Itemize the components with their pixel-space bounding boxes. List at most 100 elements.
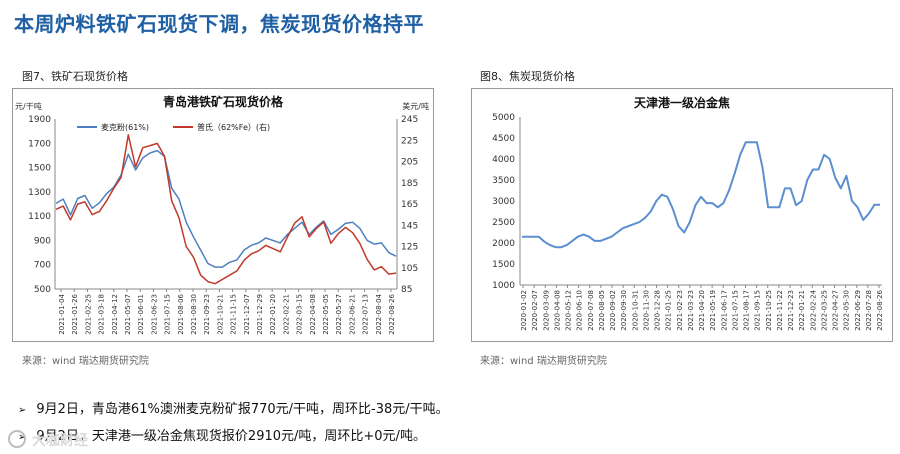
- x-tick-label: 2021-09-23: [203, 294, 211, 335]
- x-tick-label: 2021-10-25: [765, 290, 773, 331]
- x-tick-label: 2022-02-24: [809, 289, 817, 330]
- y-tick-label: 4500: [492, 134, 515, 144]
- x-tick-label: 2021-01-25: [665, 290, 673, 331]
- x-tick-label: 2022-06-21: [348, 294, 356, 335]
- x-tick-label: 2021-05-07: [124, 294, 132, 335]
- figure-8-label: 图8、焦炭现货价格: [480, 70, 575, 83]
- y-tick-label: 1000: [492, 281, 515, 291]
- y-tick-label: 3500: [492, 176, 515, 186]
- figure-7-label: 图7、铁矿石现货价格: [22, 70, 128, 83]
- y-right-tick-label: 185: [401, 179, 418, 189]
- x-tick-label: 2022-05-30: [843, 290, 851, 331]
- y-tick-label: 3000: [492, 197, 515, 207]
- x-tick-label: 2021-02-25: [84, 294, 92, 335]
- x-tick-label: 2022-06-29: [854, 290, 862, 331]
- x-tick-label: 2020-05-12: [565, 290, 573, 331]
- x-tick-label: 2021-07-15: [731, 290, 739, 331]
- x-tick-label: 2021-12-23: [787, 290, 795, 331]
- chart-title: 青岛港铁矿石现货价格: [163, 94, 284, 109]
- x-tick-label: 2020-09-02: [609, 290, 617, 331]
- x-tick-label: 2021-03-18: [98, 294, 106, 335]
- y-right-tick-label: 205: [401, 158, 418, 168]
- x-tick-label: 2020-11-30: [642, 290, 650, 331]
- x-tick-label: 2021-01-26: [71, 293, 79, 334]
- x-tick-label: 2021-07-15: [164, 294, 172, 335]
- x-tick-label: 2021-04-20: [698, 290, 706, 331]
- x-tick-label: 2021-11-22: [776, 290, 784, 331]
- x-tick-label: 2022-04-27: [832, 290, 840, 331]
- right-axis-unit: 美元/吨: [402, 101, 429, 111]
- coke-chart-panel: 天津港一级冶金焦 1000 1500 2000 2500 3000 3500 4000 4500…: [471, 88, 893, 342]
- series-line-mac-fines: [55, 149, 397, 268]
- y-left-tick-label: 1500: [28, 164, 51, 174]
- y-left-tick-label: 900: [34, 236, 51, 246]
- x-tick-label: 2021-02-23: [676, 290, 684, 331]
- x-tick-label: 2021-08-30: [190, 294, 198, 335]
- x-tick-label: 2022-07-28: [865, 290, 873, 331]
- x-tick-label: 2020-07-08: [587, 290, 595, 331]
- bullet-arrow-icon: ➢: [18, 432, 27, 443]
- y-tick-label: 4000: [492, 155, 515, 165]
- x-tick-label: 2021-10-21: [216, 294, 224, 335]
- x-tick-label: 2020-10-31: [631, 290, 639, 331]
- x-tick-label: 2022-08-26: [876, 289, 884, 330]
- y-left-tick-label: 500: [34, 285, 51, 295]
- x-tick-label: 2020-12-28: [654, 290, 662, 331]
- x-tick-label: 2022-08-04: [375, 293, 383, 334]
- x-tick-label: 2022-01-21: [798, 290, 806, 331]
- x-tick-label: 2021-08-17: [743, 290, 751, 331]
- series-line-coke: [522, 141, 880, 249]
- iron-ore-chart-panel: 青岛港铁矿石现货价格 元/干吨 美元/吨 500 700 900 1100 1300 1500 1…: [12, 88, 434, 342]
- y-left-tick-label: 1100: [28, 212, 51, 222]
- y-left-tick-label: 1900: [28, 115, 51, 125]
- x-tick-label: 2021-04-12: [111, 294, 119, 335]
- x-tick-label: 2020-03-09: [542, 290, 550, 331]
- y-right-tick-label: 125: [401, 243, 418, 253]
- x-tick-label: 2022-08-26: [388, 293, 396, 334]
- x-tick-label: 2022-03-15: [296, 294, 304, 335]
- y-right-tick-label: 245: [401, 115, 418, 125]
- y-tick-label: 2000: [492, 239, 515, 249]
- x-tick-label: 2020-02-07: [531, 290, 539, 331]
- x-tick-label: 2020-08-05: [598, 290, 606, 331]
- x-tick-label: 2021-09-15: [754, 290, 762, 331]
- iron-ore-price-chart: 青岛港铁矿石现货价格 元/干吨 美元/吨 500 700 900 1100 1300 1500 1…: [15, 94, 429, 335]
- y-right-tick-label: 225: [401, 136, 418, 146]
- x-tick-label: 2021-12-29: [256, 294, 264, 335]
- y-right-tick-label: 105: [401, 264, 418, 274]
- figure-8-source: 来源：wind 瑞达期货研究院: [480, 356, 607, 367]
- y-tick-label: 5000: [492, 113, 515, 123]
- series-line-platts-62fe: [55, 134, 397, 285]
- legend-label-platts: 普氏（62%Fe）(右): [197, 122, 270, 132]
- x-tick-label: 2021-12-07: [243, 294, 251, 335]
- x-tick-label: 2020-04-08: [553, 290, 561, 331]
- coke-price-chart: 天津港一级冶金焦 1000 1500 2000 2500 3000 3500 4000 4500…: [492, 95, 884, 331]
- y-tick-label: 1500: [492, 260, 515, 270]
- y-right-tick-label: 165: [401, 200, 418, 210]
- x-tick-label: 2022-03-25: [820, 290, 828, 331]
- y-left-tick-label: 1300: [28, 188, 51, 198]
- y-right-tick-label: 145: [401, 221, 418, 231]
- x-tick-label: 2022-01-20: [269, 294, 277, 335]
- x-tick-label: 2021-03-23: [687, 290, 695, 331]
- y-right-tick-label: 85: [401, 285, 412, 295]
- legend-label-mac-fines: 麦克粉(61%): [101, 122, 149, 132]
- bullet-coke: ➢ 9月2日，天津港一级冶金焦现货报价2910元/吨，周环比+0元/吨。: [18, 425, 426, 444]
- x-tick-label: 2020-09-30: [620, 290, 628, 331]
- x-tick-label: 2020-01-02: [520, 290, 528, 331]
- x-tick-label: 2022-02-21: [282, 294, 290, 335]
- figure-7-source: 来源：wind 瑞达期货研究院: [22, 356, 149, 367]
- bullet-arrow-icon: ➢: [18, 405, 27, 416]
- page-title: 本周炉料铁矿石现货下调，焦炭现货价格持平: [14, 12, 424, 36]
- left-axis-unit: 元/干吨: [15, 101, 42, 111]
- chart-title: 天津港一级冶金焦: [634, 95, 730, 110]
- y-left-tick-label: 1700: [28, 139, 51, 149]
- bullet-text: 9月2日，天津港一级冶金焦现货报价2910元/吨，周环比+0元/吨。: [36, 429, 426, 444]
- x-tick-label: 2022-04-08: [309, 294, 317, 335]
- y-tick-label: 2500: [492, 218, 515, 228]
- x-tick-label: 2021-06-23: [150, 294, 158, 335]
- bullet-iron-ore: ➢ 9月2日，青岛港61%澳洲麦克粉矿报770元/干吨，周环比-38元/干吨。: [18, 398, 449, 417]
- x-tick-label: 2022-07-13: [362, 294, 370, 335]
- x-tick-label: 2020-06-10: [576, 290, 584, 331]
- x-tick-label: 2021-06-17: [720, 290, 728, 331]
